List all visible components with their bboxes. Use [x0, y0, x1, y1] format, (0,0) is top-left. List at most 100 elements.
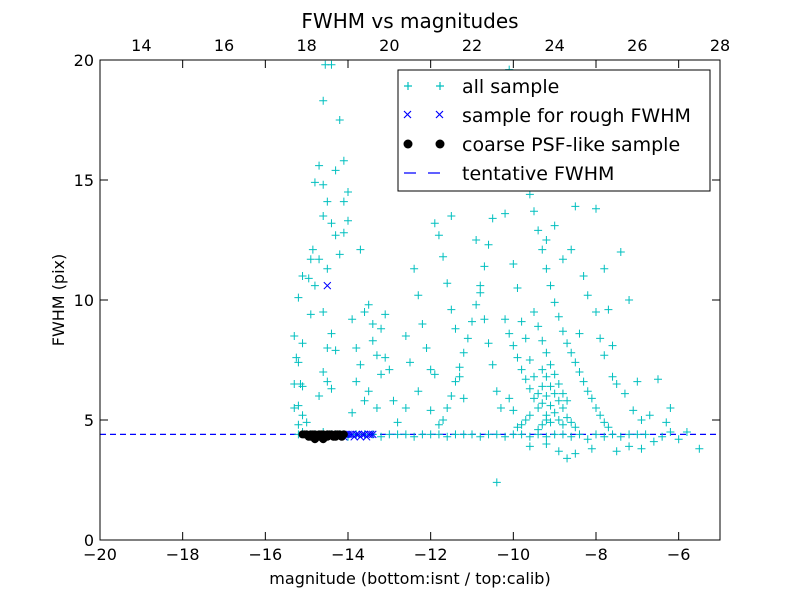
all-sample-point — [315, 392, 324, 400]
all-sample-point — [393, 418, 402, 427]
x-marker-icon — [403, 110, 444, 119]
all-sample-point — [335, 250, 344, 259]
all-sample-point — [625, 296, 634, 304]
all-sample-point — [592, 404, 600, 412]
all-sample-point — [558, 404, 567, 412]
all-sample-point — [550, 408, 559, 417]
all-sample-point — [592, 204, 600, 213]
all-sample-point — [476, 288, 485, 297]
all-sample-point — [389, 396, 398, 405]
all-sample-point — [534, 404, 543, 412]
all-sample-point — [571, 358, 580, 367]
coarse-sample-point — [310, 435, 319, 444]
y-tick-label: 20 — [74, 51, 94, 70]
top-x-tick-label: 26 — [627, 36, 647, 55]
all-sample-point — [484, 430, 493, 439]
all-sample-point — [385, 365, 394, 374]
all-sample-point — [302, 418, 311, 427]
all-sample-point — [538, 245, 547, 254]
all-sample-point — [695, 444, 704, 453]
all-sample-point — [331, 166, 340, 175]
all-sample-point — [294, 358, 303, 367]
x-axis-label: magnitude (bottom:isnt / top:calib) — [269, 569, 550, 588]
all-sample-point — [360, 396, 369, 405]
all-sample-point — [488, 214, 497, 223]
all-sample-point — [410, 432, 419, 441]
all-sample-point — [654, 375, 662, 384]
all-sample-point — [583, 291, 592, 300]
all-sample-point — [600, 432, 609, 441]
coarse-sample-layer — [298, 430, 348, 444]
all-sample-point — [430, 370, 439, 379]
all-sample-point — [319, 308, 328, 316]
top-x-tick-label: 14 — [131, 36, 151, 55]
all-sample-point — [348, 408, 357, 417]
dot-marker-icon — [435, 139, 445, 149]
x-tick-label: −18 — [166, 545, 200, 564]
legend-marker-all-sample — [404, 82, 444, 90]
all-sample-point — [596, 334, 605, 343]
all-sample-point — [310, 178, 319, 187]
all-sample-point — [521, 375, 530, 384]
all-sample-point — [356, 245, 365, 254]
all-sample-point — [434, 420, 443, 429]
all-sample-point — [600, 418, 609, 427]
all-sample-point — [447, 305, 456, 314]
all-sample-point — [327, 219, 336, 228]
all-sample-point — [480, 262, 489, 271]
all-sample-point — [546, 401, 555, 410]
all-sample-point — [530, 394, 538, 403]
all-sample-point — [368, 320, 377, 328]
all-sample-point — [451, 377, 460, 386]
all-sample-point — [587, 394, 596, 403]
all-sample-point — [534, 389, 543, 398]
all-sample-point — [633, 377, 642, 386]
top-x-tick-label: 28 — [710, 36, 730, 55]
all-sample-point — [401, 430, 410, 439]
all-sample-point — [554, 447, 563, 456]
all-sample-point — [393, 430, 402, 439]
all-sample-point — [372, 404, 381, 412]
all-sample-point — [525, 384, 534, 393]
all-sample-point — [567, 245, 576, 254]
all-sample-point — [645, 411, 654, 420]
all-sample-point — [385, 430, 394, 439]
all-sample-point — [554, 312, 563, 321]
all-sample-point — [682, 428, 691, 436]
top-x-tick-label: 20 — [379, 36, 399, 55]
all-sample-point — [476, 281, 485, 290]
all-sample-point — [377, 432, 386, 441]
all-sample-point — [364, 387, 373, 396]
all-sample-point — [298, 272, 307, 280]
all-sample-point — [616, 248, 625, 256]
all-sample-point — [509, 430, 518, 439]
all-sample-point — [422, 344, 431, 352]
all-sample-point — [488, 360, 497, 369]
chart-title: FWHM vs magnitudes — [301, 9, 518, 33]
all-sample-point — [563, 454, 572, 463]
all-sample-point — [579, 272, 588, 280]
top-x-tick-label: 16 — [214, 36, 234, 55]
all-sample-point — [290, 332, 299, 340]
all-sample-point — [472, 236, 481, 244]
all-sample-point — [575, 329, 584, 338]
left-y-axis: 0 5 10 15 20 — [74, 51, 720, 550]
all-sample-point — [447, 392, 456, 400]
all-sample-point — [401, 332, 410, 340]
all-sample-point — [612, 380, 621, 388]
coarse-sample-point — [339, 430, 348, 439]
y-tick-label: 5 — [84, 411, 94, 430]
all-sample-point — [517, 430, 526, 439]
x-tick-label: −6 — [667, 545, 691, 564]
x-tick-label: −12 — [414, 545, 448, 564]
all-sample-point — [327, 60, 336, 69]
all-sample-point — [649, 437, 658, 446]
all-sample-point — [550, 389, 559, 398]
all-sample-point — [592, 308, 600, 316]
all-sample-point — [492, 387, 501, 396]
all-sample-point — [476, 432, 485, 441]
all-sample-point — [546, 360, 555, 369]
y-axis-label: FWHM (pix) — [49, 254, 68, 347]
all-sample-point — [294, 420, 303, 429]
all-sample-point — [633, 430, 642, 439]
